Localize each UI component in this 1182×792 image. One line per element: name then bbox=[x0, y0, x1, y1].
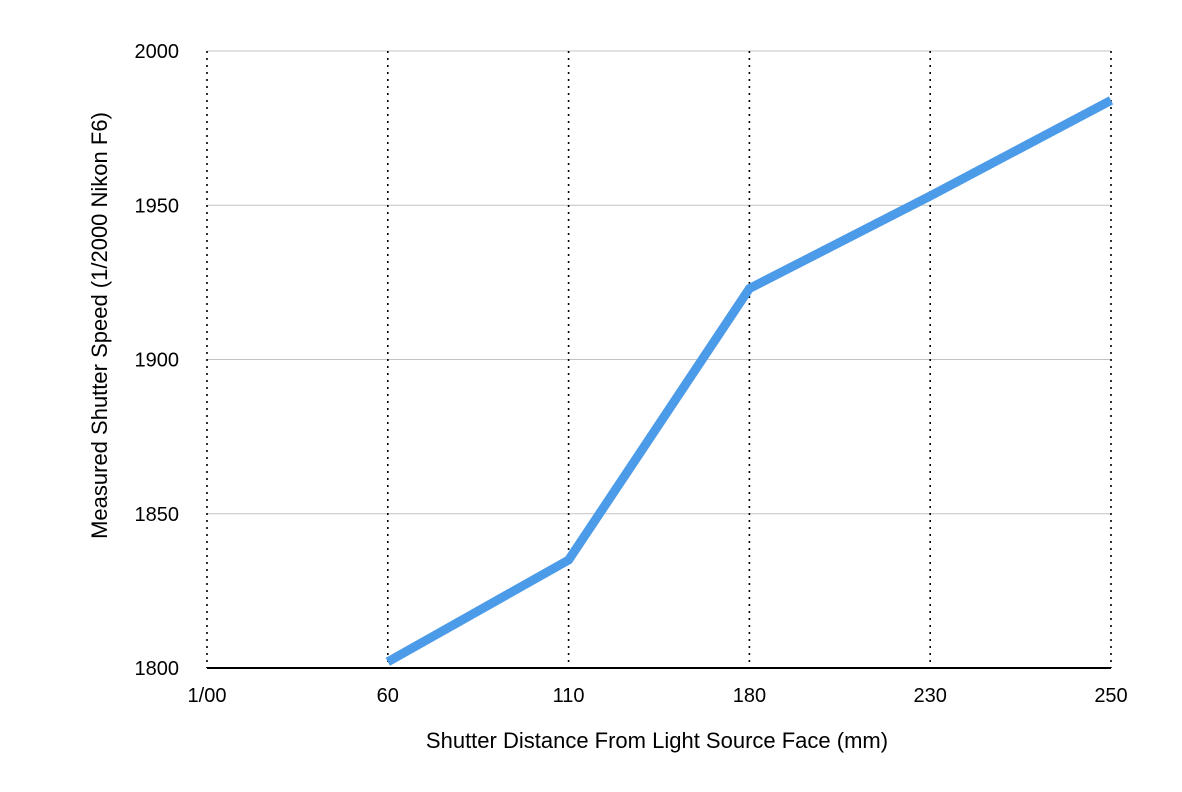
x-tick-label: 1/00 bbox=[188, 685, 227, 707]
y-tick-label: 1850 bbox=[135, 504, 180, 526]
y-tick-label: 1800 bbox=[135, 658, 180, 680]
x-tick-label: 230 bbox=[914, 685, 947, 707]
x-tick-label: 180 bbox=[733, 685, 766, 707]
y-axis-title: Measured Shutter Speed (1/2000 Nikon F6) bbox=[87, 112, 112, 539]
x-tick-label: 60 bbox=[377, 685, 399, 707]
y-tick-label: 1950 bbox=[135, 195, 180, 217]
x-axis-title: Shutter Distance From Light Source Face … bbox=[426, 728, 888, 753]
y-tick-label: 1900 bbox=[135, 350, 180, 372]
series-layer bbox=[385, 96, 1114, 666]
x-tick-label: 110 bbox=[553, 685, 585, 707]
x-tick-labels: 1/00 60 110 180 230 250 bbox=[188, 685, 1128, 707]
vertical-gridlines bbox=[206, 51, 1112, 668]
x-tick-label: 250 bbox=[1094, 685, 1127, 707]
series-line bbox=[385, 96, 1114, 666]
y-tick-labels: 1800 1850 1900 1950 2000 bbox=[135, 41, 180, 680]
horizontal-gridlines bbox=[207, 50, 1111, 515]
y-tick-label: 2000 bbox=[135, 41, 180, 63]
